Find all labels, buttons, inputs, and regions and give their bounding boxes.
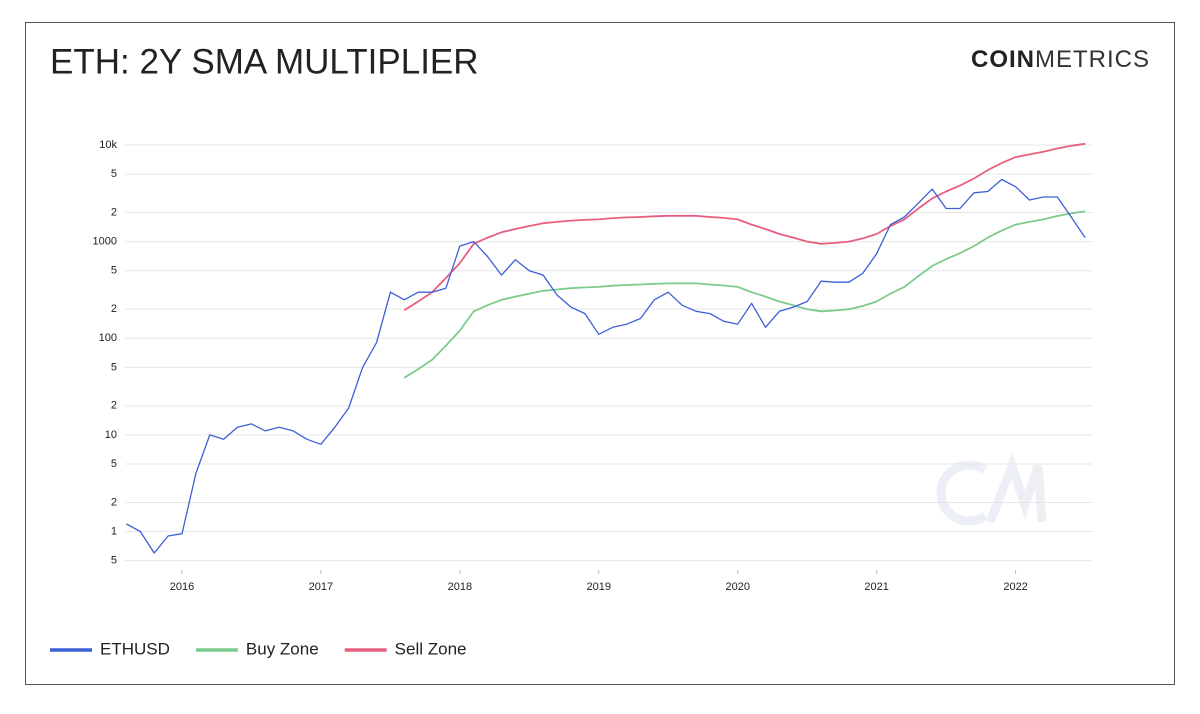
y-tick-label: 2 [111,400,117,412]
y-tick-label: 10 [105,429,117,441]
y-tick-label: 5 [111,555,117,567]
y-tick-label: 1000 [93,236,117,248]
logo-light: METRICS [1035,46,1150,73]
y-tick-label: 10k [99,139,117,151]
y-tick-label: 1 [111,525,117,537]
logo: COINMETRICS [971,46,1150,73]
chart-title: ETH: 2Y SMA MULTIPLIER [50,42,479,81]
legend-label: Sell Zone [395,639,467,658]
x-tick-label: 2022 [1003,581,1027,593]
x-tick-label: 2016 [170,581,194,593]
series-line [403,210,1086,379]
legend-label: Buy Zone [246,639,319,658]
legend-item[interactable]: ETHUSD [50,639,170,658]
legend-item[interactable]: Sell Zone [344,639,467,658]
watermark-c [936,460,988,526]
y-tick-label: 5 [111,265,117,277]
x-tick-label: 2019 [587,581,611,593]
frame [25,22,1175,685]
x-tick-label: 2021 [864,581,888,593]
y-tick-label: 2 [111,303,117,315]
y-tick-label: 5 [111,168,117,180]
watermark-m [985,452,1047,524]
x-tick-label: 2017 [309,581,333,593]
y-tick-label: 2 [111,496,117,508]
y-tick-label: 5 [111,361,117,373]
series-line [403,142,1086,311]
legend-label: ETHUSD [100,639,170,658]
x-tick-label: 2018 [448,581,472,593]
y-tick-label: 5 [111,458,117,470]
x-tick-label: 2020 [725,581,749,593]
series-line [126,178,1086,554]
y-tick-label: 2 [111,206,117,218]
logo-bold: COIN [971,46,1035,73]
y-tick-label: 100 [99,332,117,344]
legend-item[interactable]: Buy Zone [195,639,319,658]
watermark [936,452,1047,526]
